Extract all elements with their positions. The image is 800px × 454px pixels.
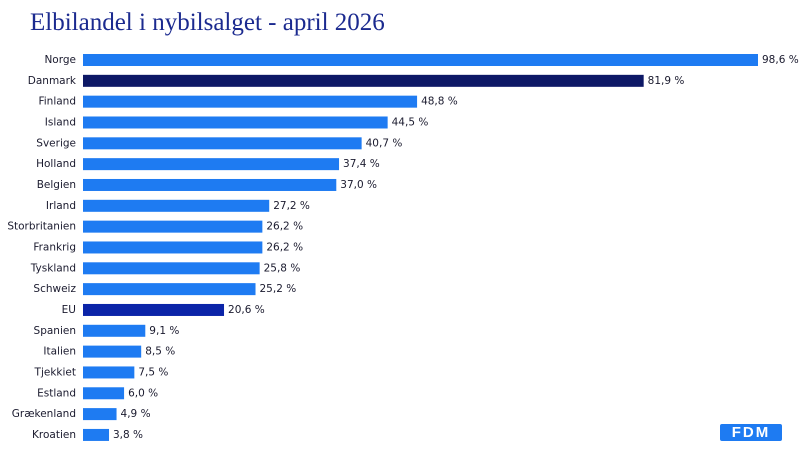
- value-label: 26,2 %: [266, 241, 303, 253]
- value-label: 7,5 %: [138, 366, 168, 378]
- value-label: 27,2 %: [273, 200, 310, 212]
- category-label: Sverige: [36, 137, 76, 149]
- category-label: Danmark: [28, 75, 77, 87]
- value-label: 48,8 %: [421, 96, 458, 108]
- bar: [83, 324, 146, 337]
- category-label: Schweiz: [33, 283, 76, 295]
- bar: [83, 387, 125, 400]
- bar: [83, 408, 117, 421]
- category-label: Irland: [46, 200, 76, 212]
- value-label: 4,9 %: [121, 408, 151, 420]
- value-label: 9,1 %: [149, 325, 179, 337]
- bar: [83, 262, 260, 275]
- category-label: Kroatien: [32, 429, 76, 441]
- value-label: 40,7 %: [366, 137, 403, 149]
- category-label: Holland: [36, 158, 76, 170]
- chart-title: Elbilandel i nybilsalget - april 2026: [30, 9, 385, 36]
- category-label: Spanien: [34, 325, 76, 337]
- category-label: Tjekkiet: [34, 366, 76, 378]
- category-label: Belgien: [37, 179, 76, 191]
- bar: [83, 116, 388, 129]
- value-label: 37,0 %: [340, 179, 377, 191]
- bar: [83, 54, 758, 66]
- value-label: 37,4 %: [343, 158, 380, 170]
- value-label: 81,9 %: [648, 75, 685, 87]
- category-label: Estland: [37, 387, 76, 399]
- bar: [83, 283, 256, 296]
- category-label: Norge: [44, 54, 76, 66]
- value-label: 25,8 %: [264, 262, 301, 274]
- category-label: Frankrig: [33, 241, 76, 253]
- logo: FDM: [732, 424, 771, 441]
- value-label: 6,0 %: [128, 387, 158, 399]
- bar: [83, 241, 263, 254]
- value-label: 3,8 %: [113, 429, 143, 441]
- bar: [83, 158, 340, 171]
- bar: [83, 178, 337, 191]
- bar: [83, 366, 135, 379]
- category-label: Storbritanien: [7, 221, 76, 233]
- value-label: 25,2 %: [260, 283, 297, 295]
- bar: [83, 95, 418, 108]
- value-label: 26,2 %: [266, 221, 303, 233]
- value-label: 20,6 %: [228, 304, 265, 316]
- bar: [83, 428, 110, 441]
- category-label: Grækenland: [12, 408, 76, 420]
- bar: [83, 74, 644, 87]
- category-label: Finland: [38, 96, 76, 108]
- category-label: EU: [62, 304, 76, 316]
- category-label: Italien: [43, 346, 76, 358]
- value-label: 98,6 %: [762, 54, 799, 66]
- category-label: Tyskland: [30, 262, 76, 274]
- bar: [83, 137, 362, 150]
- bar: [83, 220, 263, 233]
- category-label: Island: [45, 116, 76, 128]
- bar: [83, 199, 270, 212]
- value-label: 8,5 %: [145, 346, 175, 358]
- logo-box: [720, 424, 782, 441]
- bar: [83, 303, 225, 316]
- bar: [83, 345, 142, 358]
- value-label: 44,5 %: [392, 116, 429, 128]
